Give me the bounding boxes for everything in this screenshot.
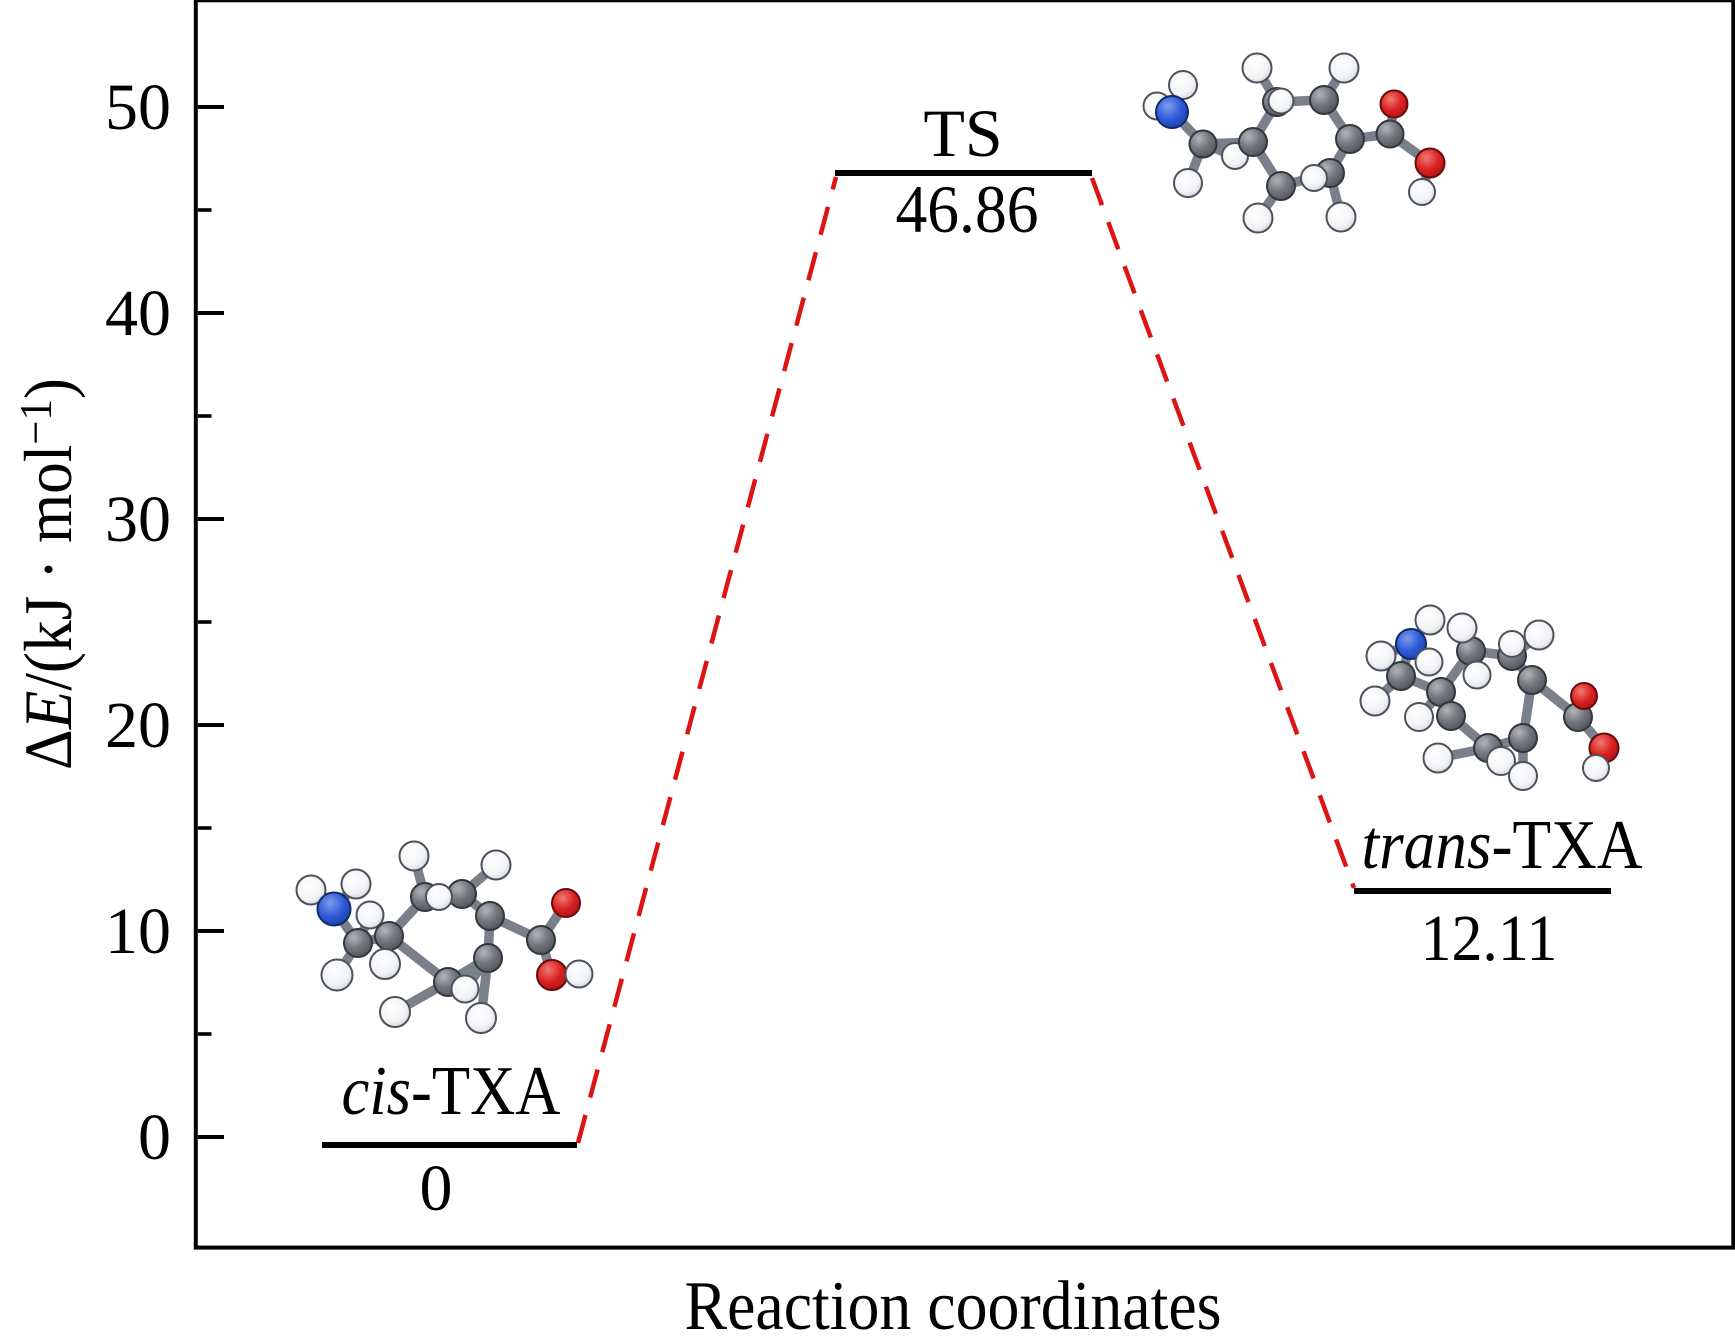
svg-text:Reaction coordinates: Reaction coordinates <box>685 1268 1222 1344</box>
svg-text:10: 10 <box>105 895 171 968</box>
svg-text:12.11: 12.11 <box>1421 902 1558 975</box>
svg-text:TS: TS <box>923 95 1002 171</box>
svg-text:ΔE/(kJ · mol−1): ΔE/(kJ · mol−1) <box>10 378 86 770</box>
svg-text:trans-TXA: trans-TXA <box>1362 807 1643 884</box>
svg-text:20: 20 <box>105 689 171 762</box>
svg-text:46.86: 46.86 <box>896 171 1039 247</box>
svg-text:30: 30 <box>105 483 171 556</box>
svg-text:cis-TXA: cis-TXA <box>342 1053 561 1130</box>
svg-text:50: 50 <box>105 71 171 144</box>
svg-text:0: 0 <box>420 1152 453 1225</box>
svg-text:40: 40 <box>105 277 171 350</box>
svg-text:0: 0 <box>138 1101 171 1174</box>
